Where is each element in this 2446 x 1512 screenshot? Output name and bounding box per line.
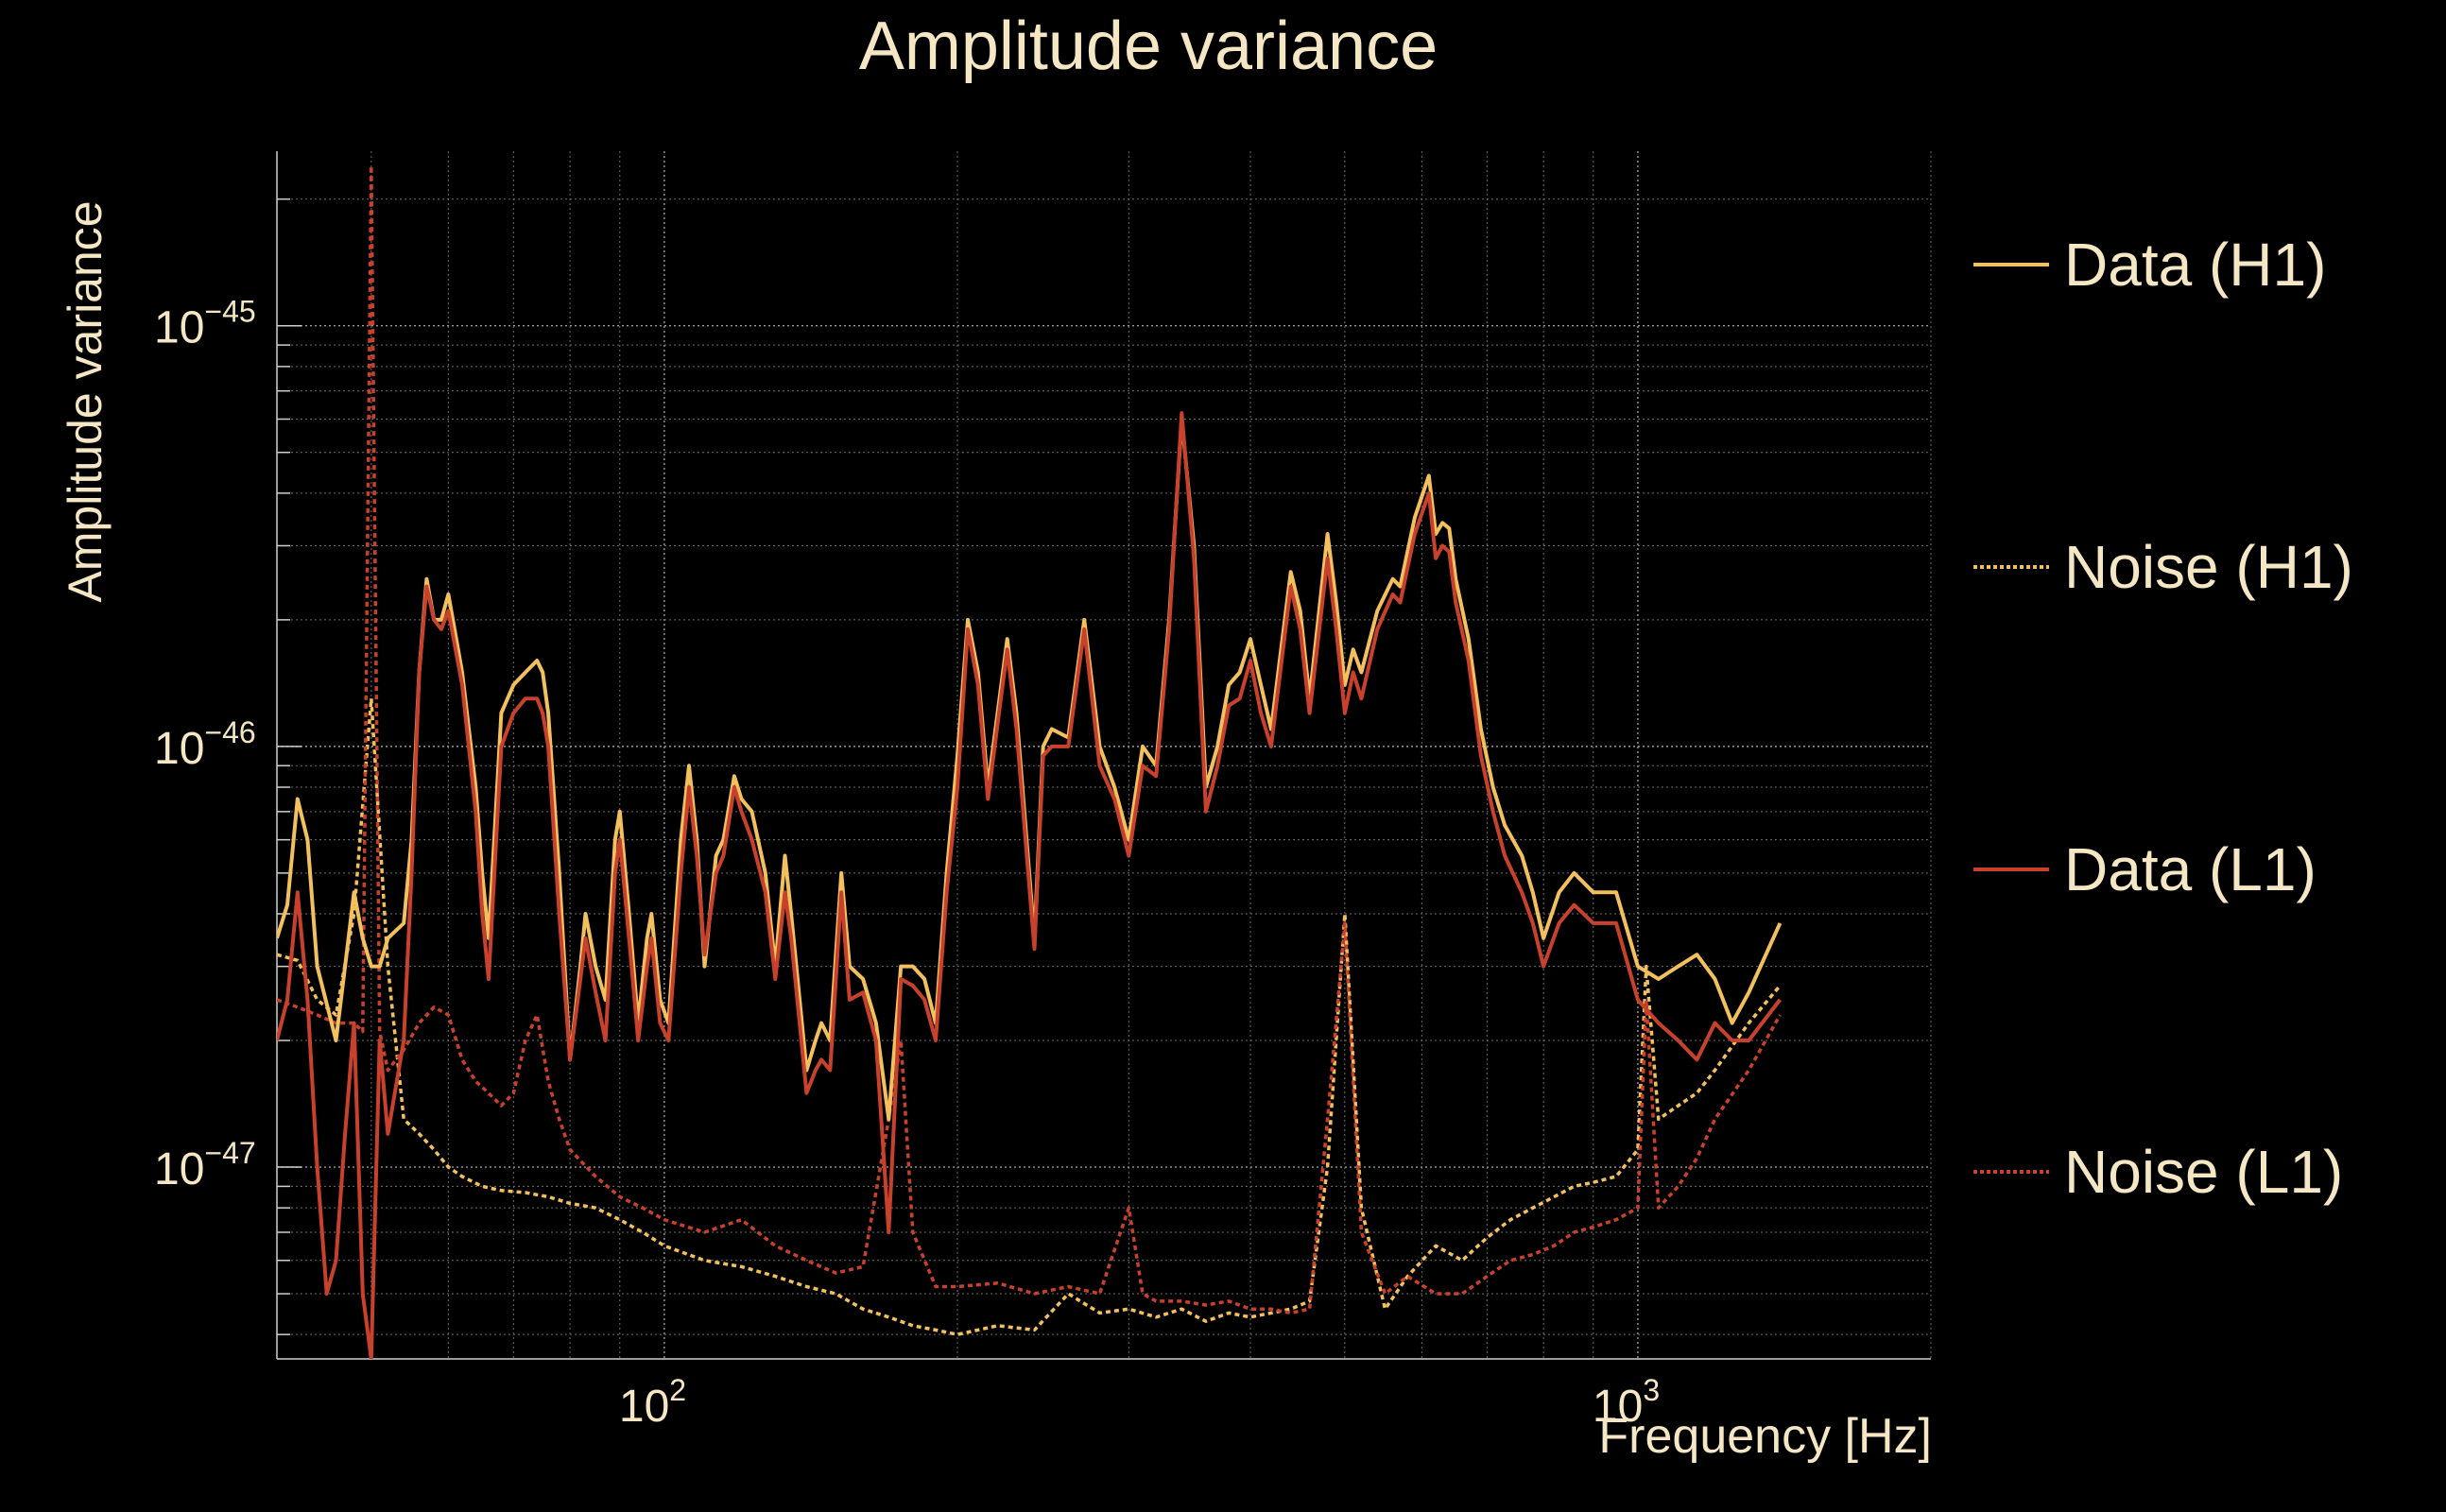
legend-item: Noise (H1) bbox=[1973, 529, 2353, 605]
legend-label: Data (H1) bbox=[2064, 231, 2327, 299]
legend-swatch bbox=[1973, 263, 2049, 266]
series-line-data-h1 bbox=[277, 417, 1783, 1122]
series-line-noise-h1 bbox=[277, 696, 1782, 1336]
x-tick-label: 102 bbox=[619, 1373, 686, 1432]
x-axis-label: Frequency [Hz] bbox=[1598, 1409, 1932, 1464]
legend-item: Data (H1) bbox=[1973, 227, 2326, 302]
legend-swatch bbox=[1973, 565, 2049, 569]
legend-label: Noise (H1) bbox=[2064, 533, 2353, 601]
series-group bbox=[277, 163, 1783, 1359]
y-tick-label: 10−46 bbox=[154, 715, 256, 774]
series-line-noise-l1 bbox=[277, 163, 1782, 1315]
legend-label: Noise (L1) bbox=[2064, 1138, 2344, 1206]
series-line-data-l1 bbox=[277, 411, 1782, 1359]
tick-labels: 10−45 10−46 10−47 102 103 bbox=[154, 295, 1660, 1432]
chart-title: Amplitude variance bbox=[858, 9, 1438, 84]
axes bbox=[276, 151, 1931, 1360]
legend-label: Data (L1) bbox=[2064, 835, 2317, 903]
x-tick-label: 103 bbox=[1593, 1373, 1660, 1432]
y-tick-label: 10−47 bbox=[154, 1136, 256, 1194]
legend-swatch bbox=[1973, 868, 2049, 871]
legend-item: Data (L1) bbox=[1973, 832, 2317, 907]
y-tick-label: 10−45 bbox=[154, 295, 256, 353]
y-axis-label: Amplitude variance bbox=[59, 200, 112, 603]
legend-item: Noise (L1) bbox=[1973, 1134, 2343, 1210]
legend-swatch bbox=[1973, 1170, 2049, 1174]
